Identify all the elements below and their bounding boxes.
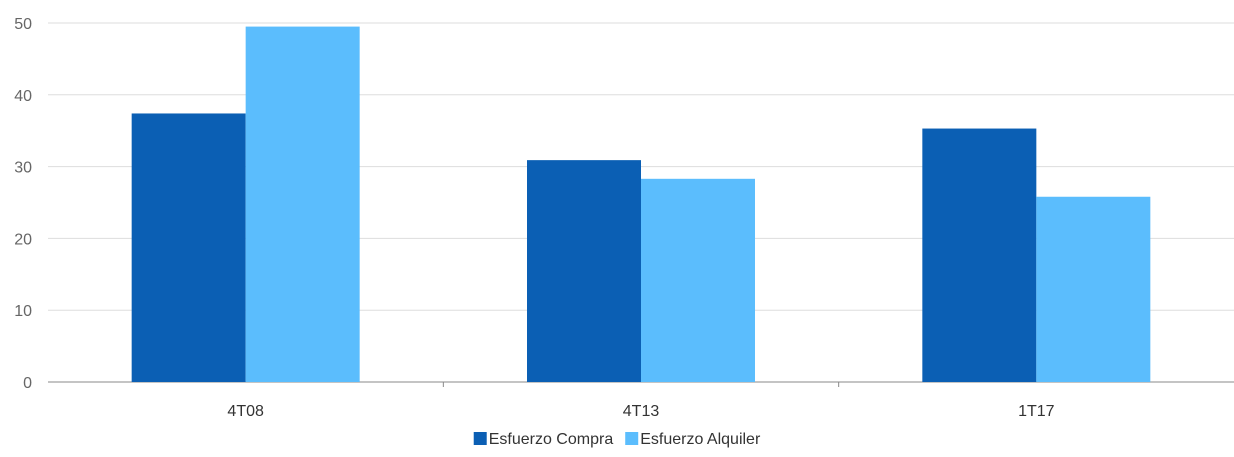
x-category-label: 4T13 [623, 403, 660, 420]
bar-esfuerzo-alquiler-4t13 [641, 178, 755, 382]
legend-swatch [625, 432, 639, 445]
bar-esfuerzo-compra-4t13 [527, 160, 641, 382]
legend-label: Esfuerzo Compra [489, 431, 614, 448]
y-tick-label: 10 [14, 303, 32, 320]
bar-esfuerzo-alquiler-1t17 [1036, 196, 1151, 382]
legend-label: Esfuerzo Alquiler [640, 431, 761, 448]
bar-esfuerzo-compra-4t08 [131, 113, 246, 382]
y-tick-label: 50 [14, 16, 32, 33]
legend-swatch [473, 432, 487, 445]
y-tick-label: 40 [14, 88, 32, 105]
bar-esfuerzo-compra-1t17 [922, 128, 1037, 382]
y-tick-label: 0 [23, 375, 32, 392]
x-category-label: 4T08 [227, 403, 264, 420]
y-tick-label: 20 [14, 231, 32, 248]
y-tick-label: 30 [14, 160, 32, 177]
bar-esfuerzo-alquiler-4t08 [245, 26, 360, 383]
x-category-label: 1T17 [1018, 403, 1055, 420]
